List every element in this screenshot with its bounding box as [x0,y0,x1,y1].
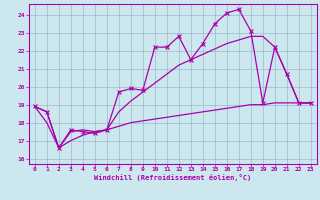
X-axis label: Windchill (Refroidissement éolien,°C): Windchill (Refroidissement éolien,°C) [94,174,252,181]
